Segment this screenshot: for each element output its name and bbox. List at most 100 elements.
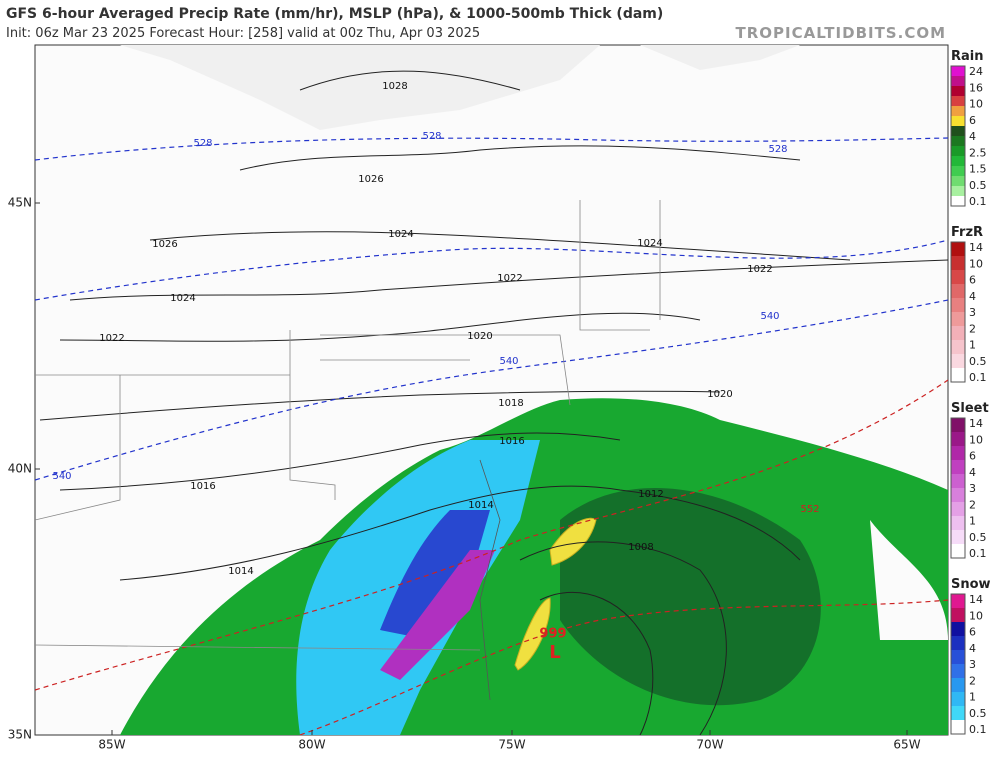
isobar-label: 1020 [707,389,732,400]
lon-label: 75W [498,738,525,752]
isobar-label: 1026 [152,239,177,250]
legend-label: 3 [969,482,976,495]
legend-label: 14 [969,417,983,430]
legend-label: 24 [969,65,983,78]
legend-label: 6 [969,114,976,127]
legend-swatch [951,242,965,257]
isobar-label: 1016 [190,481,215,492]
thickness-label: 540 [499,356,518,367]
legend-swatch [951,186,965,197]
legend-swatch [951,502,965,517]
legend-swatch [951,488,965,503]
legend-swatch [951,544,965,559]
isobar-label: 1016 [499,436,524,447]
thickness-label: 540 [52,471,71,482]
legend-label: 10 [969,98,983,111]
lat-label: 45N [8,196,32,210]
legend-swatch [951,156,965,167]
legend-swatch [951,136,965,147]
legend-label: 3 [969,658,976,671]
isobar-label: 1022 [747,264,772,275]
legend-swatch [951,720,965,735]
legend-swatch [951,96,965,107]
legend-swatch [951,196,965,207]
snow-heavy [380,510,490,640]
legend-swatch [951,86,965,97]
legend-label: 0.5 [969,531,987,544]
legend-swatch [951,256,965,271]
legend-frame [950,593,966,735]
legend-label: 0.1 [969,371,987,384]
map: 1028 1026 1024 1024 1022 1026 1024 1022 … [34,44,949,736]
isobar-label: 1020 [467,331,492,342]
legend-swatch [951,146,965,157]
legend-label: 0.1 [969,547,987,560]
legend-swatch [951,460,965,475]
legend-swatch [951,284,965,299]
legend-label: 4 [969,130,976,143]
legend-label: 16 [969,81,983,94]
subtitle: Init: 06z Mar 23 2025 Forecast Hour: [25… [6,26,480,41]
legend-swatch [951,636,965,651]
legend-label: 6 [969,274,976,287]
legend-frame [950,241,966,383]
legend-label: 4 [969,642,976,655]
legend-swatch [951,312,965,327]
legend-swatch [951,530,965,545]
thickness-label: 528 [422,131,441,142]
legend-frame [950,417,966,559]
isobar-label: 1014 [228,566,253,577]
legend-label: 10 [969,433,983,446]
legend-label: 2 [969,498,976,511]
heavy-core [514,517,597,671]
legend-label: 2 [969,674,976,687]
low-pressure: 999 [539,627,566,642]
isobar-label: 1022 [497,273,522,284]
legend-swatch [951,166,965,177]
legend-label: 0.5 [969,707,987,720]
borders [35,200,661,701]
legend-swatch [951,326,965,341]
legend-swatch [951,432,965,447]
thickness-label: 528 [768,144,787,155]
legend-title: Sleet [951,401,989,416]
isobar-label: 1026 [358,174,383,185]
legend-label: 4 [969,290,976,303]
legend-swatch [951,692,965,707]
legend-title: Snow [951,577,991,592]
low-symbol: L [549,642,560,663]
lat-label: 35N [8,728,32,742]
title: GFS 6-hour Averaged Precip Rate (mm/hr),… [6,6,663,22]
legend-swatch [951,106,965,117]
heavy-rain [560,487,821,706]
isobars [39,70,948,735]
isobar-label: 1024 [637,238,662,249]
legend-label: 0.1 [969,195,987,208]
legend-swatch [951,664,965,679]
sleet-area [380,550,495,680]
legend-label: 6 [969,626,976,639]
legend-swatch [951,76,965,87]
legend-swatch [951,474,965,489]
thickness-label: 528 [193,138,212,149]
legend-label: 0.5 [969,355,987,368]
legend-swatch [951,298,965,313]
legend-swatch [951,622,965,637]
legend-label: 2.5 [969,146,987,159]
legend-label: 4 [969,466,976,479]
legend-label: 0.1 [969,723,987,736]
lon-label: 85W [98,738,125,752]
isobar-label: 1028 [382,81,407,92]
legend-label: 1 [969,515,976,528]
legend-swatch [951,516,965,531]
legend-label: 1.5 [969,163,987,176]
legend-label: 1 [969,691,976,704]
legend-swatch [951,706,965,721]
legend-title: Rain [951,49,984,64]
isobar-label: 1018 [498,398,523,409]
legend-swatch [951,368,965,383]
legend-label: 10 [969,609,983,622]
legend-swatch [951,650,965,665]
